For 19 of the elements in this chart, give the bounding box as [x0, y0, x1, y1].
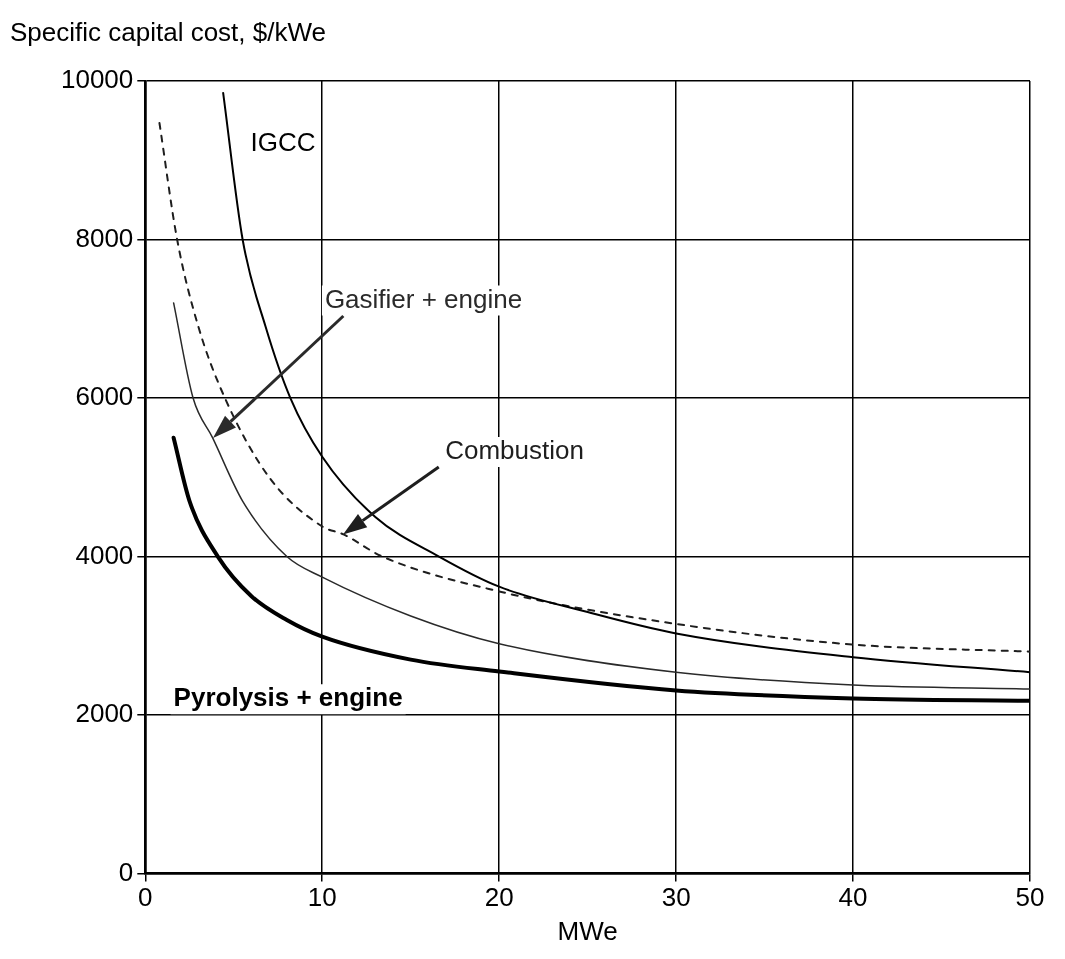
y-tick-label: 2000 — [75, 698, 134, 729]
text: Gasifier + engine — [324, 283, 523, 314]
x-tick-label: 10 — [307, 882, 337, 913]
line-series — [158, 122, 1030, 653]
x-axis-title: MWe — [557, 915, 618, 946]
y-axis-title: Specific capital cost, $/kWe — [10, 17, 326, 48]
y-tick-label: 0 — [118, 856, 134, 887]
text: Combustion — [445, 435, 584, 466]
series-label: IGCC — [250, 126, 316, 157]
y-tick-label: 4000 — [75, 539, 134, 570]
x-tick-label: 20 — [484, 882, 514, 913]
x-tick-label: 30 — [661, 882, 691, 913]
y-tick-label: 10000 — [60, 64, 134, 95]
x-tick-label: 0 — [138, 882, 153, 913]
series-label: Pyrolysis + engine — [173, 682, 403, 713]
y-tick-label: 6000 — [75, 381, 134, 412]
x-tick-label: 40 — [838, 882, 868, 913]
x-tick-label: 50 — [1015, 882, 1045, 913]
y-tick-label: 8000 — [75, 222, 134, 253]
